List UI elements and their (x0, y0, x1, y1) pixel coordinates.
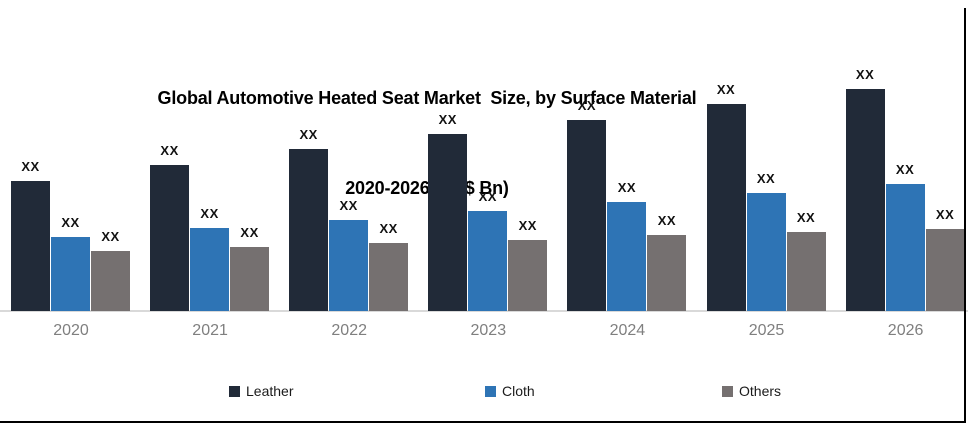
value-label-cloth-2023: XX (478, 189, 497, 204)
bar-leather-2022 (289, 149, 329, 311)
legend-label-others: Others (739, 383, 782, 399)
legend-item-cloth: Cloth (485, 383, 535, 399)
value-label-others-2022: XX (379, 221, 398, 236)
bar-leather-2026 (845, 89, 885, 311)
leather-swatch-icon (229, 385, 240, 397)
value-label-cloth-2024: XX (617, 180, 637, 195)
x-axis-label-2023: 2023 (470, 322, 507, 339)
value-label-others-2025: XX (796, 210, 816, 225)
bar-leather-2025 (706, 104, 746, 311)
bar-others-2020 (91, 251, 130, 311)
x-axis-label-2022: 2022 (331, 322, 367, 339)
bar-cloth-2026 (885, 184, 925, 311)
bar-leather-2021 (150, 165, 190, 311)
value-label-leather-2025: XX (716, 82, 736, 97)
bar-cloth-2024 (607, 202, 647, 311)
value-label-leather-2022: XX (299, 127, 318, 142)
bar-leather-2024 (567, 120, 607, 311)
legend: Leather Cloth Others (0, 383, 968, 403)
legend-label-cloth: Cloth (502, 383, 535, 399)
chart-title-line-1: Global Automotive Heated Seat Market Siz… (157, 88, 697, 108)
x-axis-label-2020: 2020 (53, 322, 89, 339)
cloth-swatch-icon (485, 385, 496, 397)
bar-others-2025 (786, 232, 826, 311)
bar-others-2024 (647, 235, 687, 311)
bar-others-2021 (230, 247, 270, 311)
value-label-others-2023: XX (518, 218, 537, 233)
value-label-cloth-2026: XX (895, 162, 915, 177)
x-axis-label-2026: 2026 (887, 322, 924, 339)
value-label-cloth-2020: XX (61, 215, 80, 230)
bar-cloth-2022 (329, 220, 369, 311)
value-label-leather-2026: XX (855, 67, 875, 82)
value-label-leather-2020: XX (21, 159, 40, 174)
frame-border-bottom (0, 421, 966, 423)
bar-others-2022 (369, 243, 409, 311)
legend-item-others: Others (722, 383, 781, 399)
bar-cloth-2021 (190, 228, 230, 311)
value-label-cloth-2022: XX (339, 198, 358, 213)
value-label-cloth-2021: XX (200, 206, 219, 221)
legend-label-leather: Leather (246, 383, 294, 399)
value-label-leather-2021: XX (160, 143, 179, 158)
bar-leather-2020 (11, 181, 50, 311)
frame-border-right (964, 8, 966, 423)
x-axis-label-2021: 2021 (192, 322, 228, 339)
bar-cloth-2023 (468, 211, 508, 311)
value-label-others-2026: XX (935, 207, 955, 222)
others-swatch-icon (722, 385, 733, 397)
legend-item-leather: Leather (229, 383, 293, 399)
bar-others-2026 (925, 229, 965, 311)
value-label-leather-2024: XX (577, 98, 597, 113)
value-label-leather-2023: XX (438, 112, 457, 127)
x-axis-label-2025: 2025 (748, 322, 785, 339)
value-label-others-2021: XX (240, 225, 259, 240)
bar-leather-2023 (428, 134, 468, 311)
bar-cloth-2025 (746, 193, 786, 311)
value-label-others-2020: XX (101, 229, 120, 244)
value-label-others-2024: XX (657, 213, 677, 228)
bar-others-2023 (508, 240, 548, 311)
x-axis-label-2024: 2024 (609, 322, 646, 339)
bar-cloth-2020 (51, 237, 90, 311)
x-axis-line (0, 310, 968, 312)
value-label-cloth-2025: XX (756, 171, 776, 186)
